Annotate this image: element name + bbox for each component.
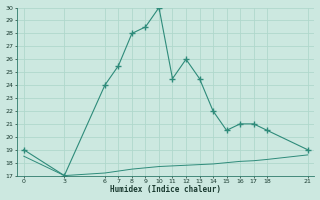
X-axis label: Humidex (Indice chaleur): Humidex (Indice chaleur) (110, 185, 221, 194)
